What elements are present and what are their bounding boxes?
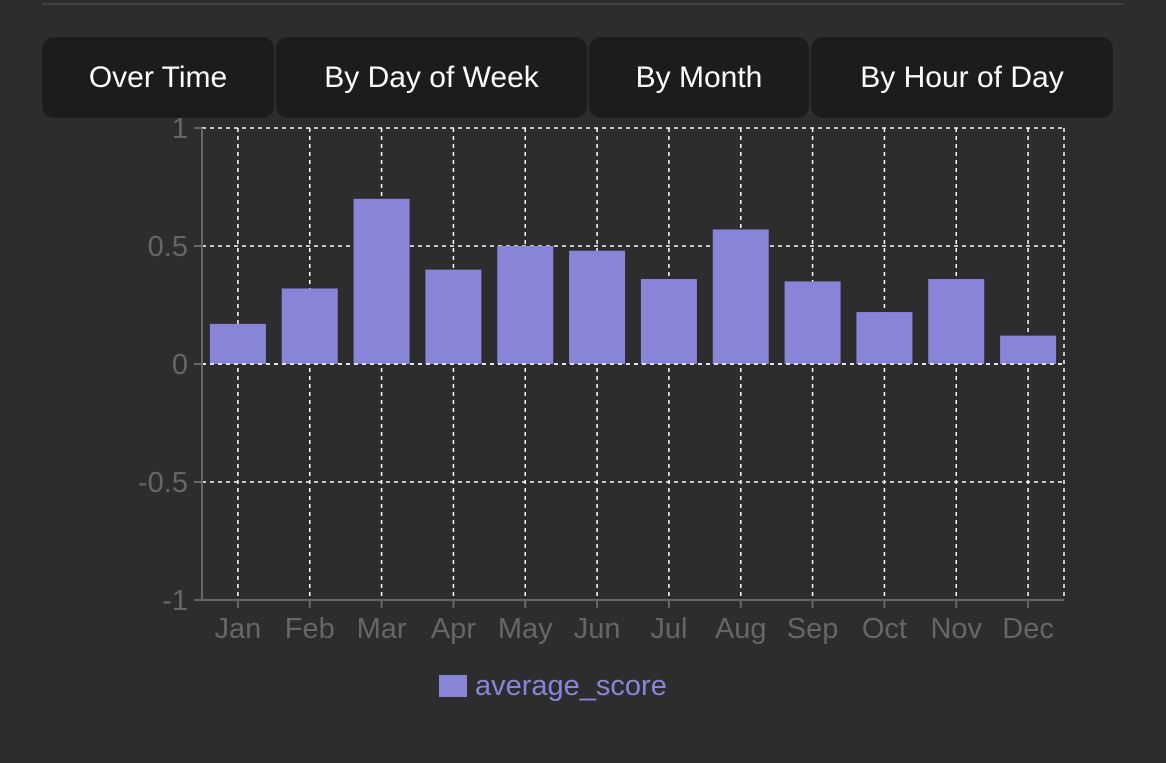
y-tick-label: -0.5 bbox=[138, 467, 188, 499]
tab-by-hour-of-day[interactable]: By Hour of Day bbox=[811, 37, 1113, 118]
y-tick-label: 0.5 bbox=[148, 231, 188, 263]
x-tick-label: Jan bbox=[215, 613, 262, 645]
x-tick-label: Dec bbox=[1002, 613, 1054, 645]
legend-swatch bbox=[439, 675, 467, 697]
x-tick-label: May bbox=[498, 613, 553, 645]
chart-legend[interactable]: average_score bbox=[439, 668, 667, 704]
bar-aug bbox=[712, 229, 769, 364]
x-tick-label: Oct bbox=[862, 613, 907, 645]
x-tick-label: Aug bbox=[715, 613, 767, 645]
bar-jun bbox=[569, 250, 626, 364]
tab-over-time[interactable]: Over Time bbox=[42, 37, 274, 118]
bar-sep bbox=[784, 281, 841, 364]
x-tick-label: Nov bbox=[930, 613, 982, 645]
x-tick-label: Jun bbox=[574, 613, 621, 645]
y-tick-label: 0 bbox=[172, 349, 188, 381]
x-tick-label: Mar bbox=[357, 613, 407, 645]
bar-nov bbox=[928, 279, 985, 364]
bar-jan bbox=[209, 323, 266, 364]
x-tick-label: Jul bbox=[650, 613, 687, 645]
bar-dec bbox=[1000, 335, 1057, 364]
legend-label: average_score bbox=[475, 669, 667, 702]
tab-by-day-of-week[interactable]: By Day of Week bbox=[276, 37, 587, 118]
x-tick-label: Sep bbox=[787, 613, 839, 645]
bar-jul bbox=[640, 279, 697, 364]
bar-mar bbox=[353, 198, 410, 364]
bar-oct bbox=[856, 312, 913, 364]
bar-may bbox=[497, 246, 554, 364]
top-divider bbox=[42, 3, 1123, 5]
x-tick-label: Apr bbox=[431, 613, 476, 645]
bar-feb bbox=[281, 288, 338, 364]
tab-by-month[interactable]: By Month bbox=[589, 37, 809, 118]
y-tick-label: 1 bbox=[172, 113, 188, 145]
bar-apr bbox=[425, 269, 482, 364]
x-tick-label: Feb bbox=[285, 613, 335, 645]
y-tick-label: -1 bbox=[162, 585, 188, 617]
